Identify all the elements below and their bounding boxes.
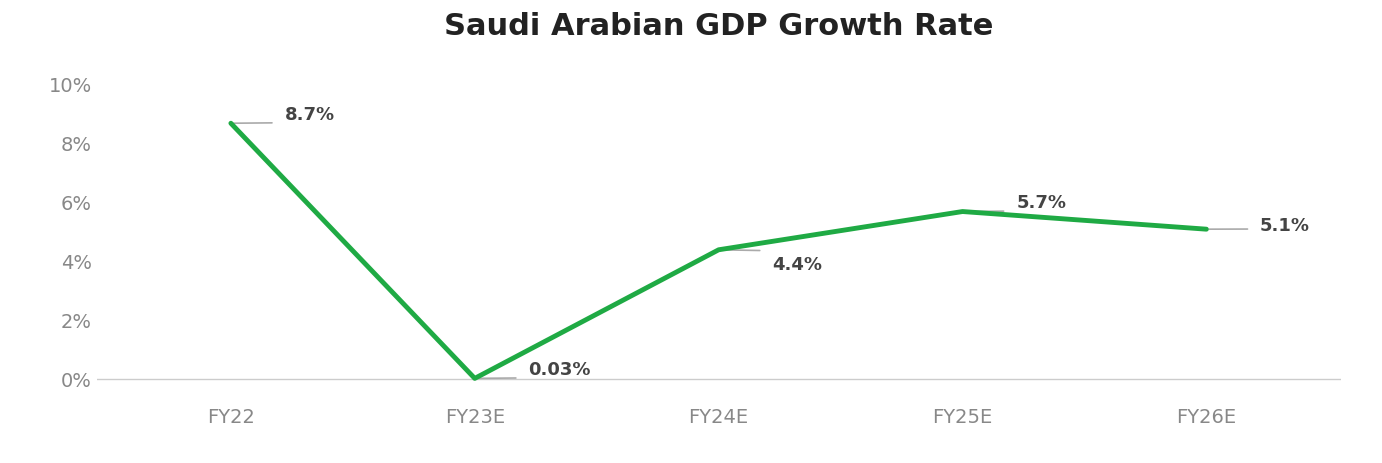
Text: 8.7%: 8.7% [285,106,334,124]
Text: 0.03%: 0.03% [528,361,591,379]
Title: Saudi Arabian GDP Growth Rate: Saudi Arabian GDP Growth Rate [444,12,994,41]
Text: 5.7%: 5.7% [1016,194,1066,213]
Text: 5.1%: 5.1% [1260,217,1310,235]
Text: 4.4%: 4.4% [773,256,822,274]
